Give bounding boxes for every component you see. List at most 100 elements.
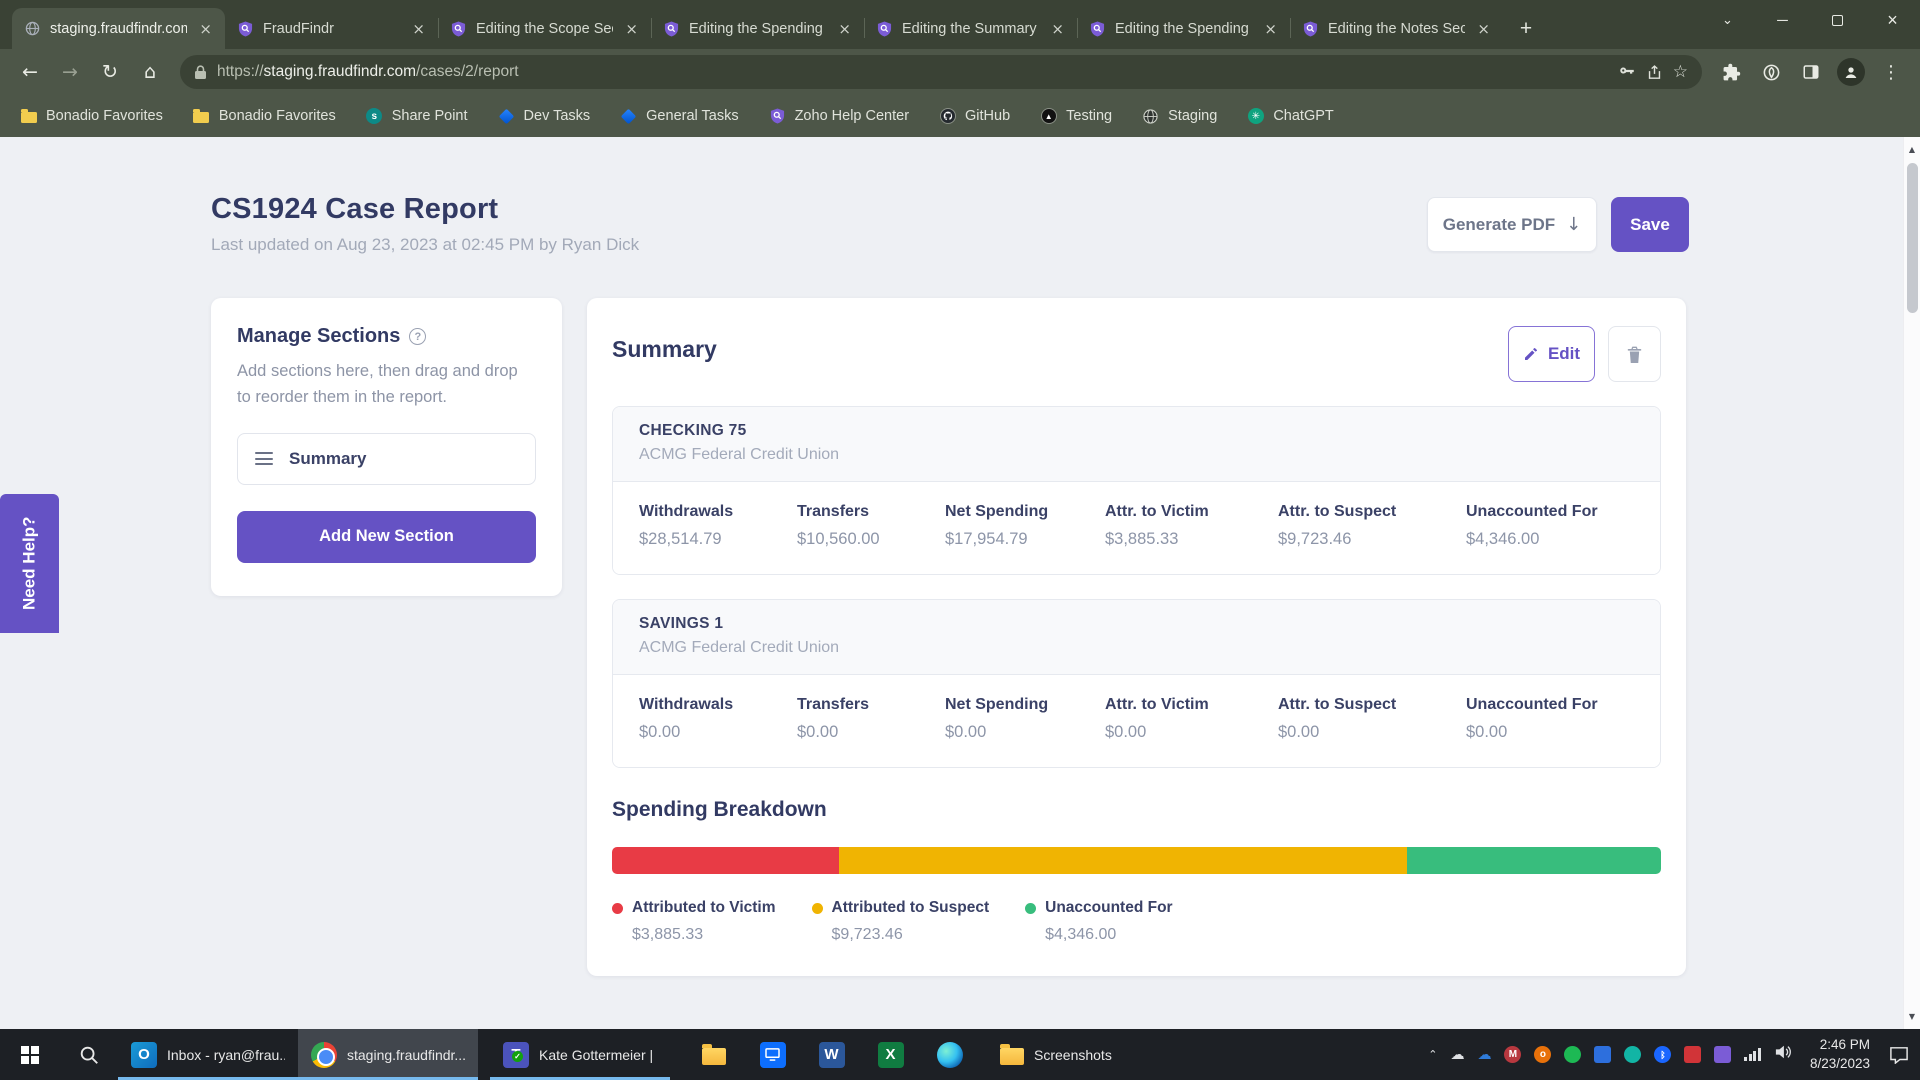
tray-purple-app-icon[interactable] [1714, 1046, 1732, 1063]
bluetooth-icon[interactable]: ᛒ [1654, 1046, 1672, 1063]
password-key-icon[interactable] [1618, 63, 1636, 81]
share-icon[interactable] [1646, 64, 1663, 81]
extensions-puzzle-icon[interactable] [1714, 55, 1748, 89]
tab-search-chevron-icon[interactable]: ⌄ [1722, 12, 1733, 28]
bookmark-github[interactable]: GitHub [939, 108, 1010, 125]
taskbar-app-word[interactable]: W [802, 1029, 861, 1080]
generate-pdf-button[interactable]: Generate PDF ↓ [1427, 197, 1597, 252]
browser-tab[interactable]: Editing the Spending × [651, 8, 864, 49]
notification-center-button[interactable] [1878, 1029, 1920, 1080]
network-signal-icon[interactable] [1744, 1048, 1761, 1061]
tray-blue-app-icon[interactable] [1594, 1046, 1612, 1063]
onedrive-cloud-icon[interactable]: ☁ [1450, 1046, 1465, 1063]
taskbar-app-label: staging.fraudfindr.... [347, 1046, 465, 1063]
browser-tab[interactable]: Editing the Summary × [864, 8, 1077, 49]
browser-tab[interactable]: Editing the Scope Sec × [438, 8, 651, 49]
bookmark-star-icon[interactable]: ☆ [1672, 62, 1688, 82]
tab-close-icon[interactable]: × [1051, 19, 1064, 38]
globe-icon [1142, 108, 1159, 125]
side-panel-icon[interactable] [1794, 55, 1828, 89]
taskbar-app-display-share[interactable] [743, 1029, 802, 1080]
drag-handle-icon[interactable] [255, 452, 273, 466]
need-help-tab[interactable]: Need Help? [0, 494, 59, 633]
globe-favicon-icon [24, 20, 41, 37]
delete-section-button[interactable] [1608, 326, 1661, 382]
forward-button[interactable]: → [62, 61, 78, 83]
tray-expand-chevron-icon[interactable]: ⌃ [1428, 1048, 1438, 1061]
taskbar-app-chrome[interactable]: staging.fraudfindr.... [298, 1029, 478, 1080]
stat-label: Unaccounted For [1466, 696, 1598, 713]
taskbar-app-explorer[interactable] [684, 1029, 743, 1080]
browser-menu-kebab-icon[interactable]: ⋮ [1882, 61, 1900, 83]
scrollbar-thumb[interactable] [1907, 163, 1918, 313]
tab-close-icon[interactable]: × [838, 19, 851, 38]
volume-icon[interactable] [1774, 1044, 1792, 1065]
legend-item: Attributed to Suspect $9,723.46 [811, 899, 989, 944]
add-new-section-button[interactable]: Add New Section [237, 510, 536, 563]
tab-close-icon[interactable]: × [625, 19, 638, 38]
tab-close-icon[interactable]: × [199, 19, 212, 38]
taskbar: O Inbox - ryan@frau... staging.fraudfind… [0, 1029, 1920, 1080]
tray-red-app-icon[interactable] [1684, 1046, 1702, 1063]
tab-close-icon[interactable]: × [1477, 19, 1490, 38]
taskbar-app-teams[interactable]: T✓ Kate Gottermeier | ... [490, 1029, 670, 1080]
maximize-button[interactable] [1810, 0, 1865, 40]
tray-orange-app-icon[interactable]: o [1534, 1046, 1552, 1063]
bookmark-staging[interactable]: Staging [1142, 108, 1217, 125]
bookmark-folder[interactable]: Bonadio Favorites [193, 108, 336, 125]
stat-value: $10,560.00 [797, 530, 880, 548]
reload-button[interactable]: ↻ [102, 61, 118, 83]
shield-search-favicon-icon [663, 20, 680, 37]
tray-teal-app-icon[interactable] [1624, 1046, 1642, 1063]
start-button[interactable] [0, 1029, 59, 1080]
bookmark-general-tasks[interactable]: General Tasks [620, 108, 739, 125]
bookmark-label: ChatGPT [1273, 108, 1334, 124]
bookmark-chatgpt[interactable]: ✳ ChatGPT [1247, 108, 1334, 125]
trash-icon [1627, 346, 1642, 363]
stat-value: $4,346.00 [1466, 530, 1540, 548]
sharepoint-icon: s [366, 108, 383, 125]
browser-tab[interactable]: FraudFindr × [225, 8, 438, 49]
profile-avatar[interactable] [1834, 55, 1868, 89]
lock-icon[interactable] [194, 64, 207, 80]
browser-toolbar: ← → ↻ ⌂ https://staging.fraudfindr.com/c… [0, 49, 1920, 95]
save-button[interactable]: Save [1611, 197, 1689, 252]
taskbar-app-outlook[interactable]: O Inbox - ryan@frau... [118, 1029, 298, 1080]
stat-label: Unaccounted For [1466, 503, 1598, 520]
bookmark-testing[interactable]: ▲ Testing [1040, 108, 1112, 125]
taskbar-app-excel[interactable]: X [861, 1029, 920, 1080]
tab-close-icon[interactable]: × [412, 19, 425, 38]
generate-pdf-label: Generate PDF [1442, 214, 1556, 234]
help-icon[interactable]: ? [409, 328, 427, 345]
tray-spotify-icon[interactable] [1564, 1046, 1582, 1063]
back-button[interactable]: ← [22, 61, 38, 83]
scroll-down-arrow-icon[interactable]: ▼ [1908, 1012, 1916, 1021]
bookmark-zoho-help[interactable]: Zoho Help Center [769, 108, 909, 125]
edit-button[interactable]: Edit [1508, 326, 1595, 382]
address-bar[interactable]: https://staging.fraudfindr.com/cases/2/r… [180, 55, 1702, 89]
taskbar-search-button[interactable] [59, 1029, 118, 1080]
scroll-up-arrow-icon[interactable]: ▲ [1908, 145, 1916, 154]
browser-tab-active[interactable]: staging.fraudfindr.com × [12, 8, 225, 49]
tab-close-icon[interactable]: × [1264, 19, 1277, 38]
page-scrollbar[interactable]: ▲ ▼ [1903, 137, 1920, 1029]
taskbar-clock[interactable]: 2:46 PM 8/23/2023 [1802, 1029, 1878, 1080]
section-item-summary[interactable]: Summary [237, 432, 536, 485]
onedrive-blue-cloud-icon[interactable]: ☁ [1477, 1046, 1492, 1063]
tray-mail-icon[interactable]: M [1504, 1046, 1522, 1063]
bookmark-dev-tasks[interactable]: Dev Tasks [498, 108, 590, 125]
taskbar-app-screenshots[interactable]: Screenshots [987, 1029, 1125, 1080]
bookmark-sharepoint[interactable]: s Share Point [366, 108, 468, 125]
taskbar-app-edge[interactable] [920, 1029, 979, 1080]
new-tab-button[interactable]: + [1519, 17, 1533, 40]
home-button[interactable]: ⌂ [143, 61, 157, 83]
extension-leaf-icon[interactable] [1754, 55, 1788, 89]
account-institution: ACMG Federal Credit Union [639, 446, 840, 463]
shield-search-favicon-icon [1089, 20, 1106, 37]
browser-tab[interactable]: Editing the Notes Sec × [1290, 8, 1503, 49]
legend-value: $3,885.33 [632, 926, 704, 943]
minimize-button[interactable]: ─ [1777, 11, 1788, 29]
bookmark-folder[interactable]: Bonadio Favorites [20, 108, 163, 125]
browser-tab[interactable]: Editing the Spending × [1077, 8, 1290, 49]
close-button[interactable]: × [1887, 9, 1898, 30]
